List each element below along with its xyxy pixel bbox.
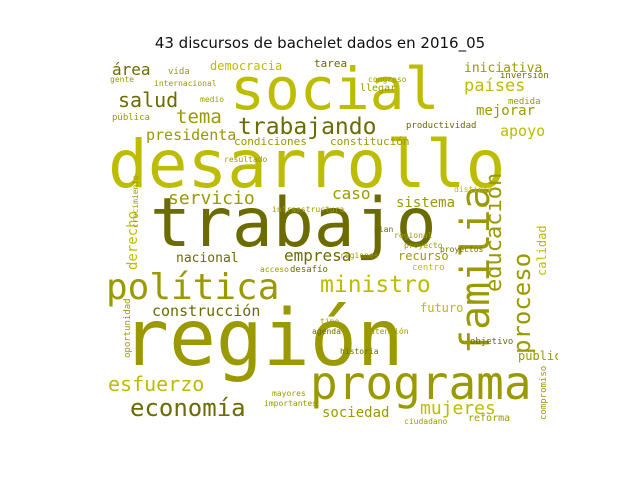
cloud-word: área (112, 60, 151, 79)
cloud-word: importantes (264, 399, 317, 408)
cloud-word: social (230, 56, 440, 123)
cloud-word: distinto (454, 185, 493, 194)
cloud-word: objetivo (470, 337, 514, 347)
cloud-word: constitución (330, 135, 410, 148)
cloud-word: pública (112, 113, 150, 123)
cloud-word: salud (118, 88, 179, 112)
cloud-word: ciudadano (404, 417, 448, 426)
cloud-word: atención (370, 327, 409, 336)
cloud-word: público (518, 349, 558, 363)
cloud-word: desarrollo (108, 126, 506, 203)
cloud-word: acceso (260, 265, 289, 274)
cloud-word: esfuerzo (108, 372, 205, 396)
cloud-word: compromiso (539, 365, 549, 420)
cloud-word: reforma (468, 413, 511, 424)
cloud-word: vida (168, 67, 190, 77)
cloud-word: crecimiento (131, 175, 140, 228)
cloud-word: desafío (290, 265, 328, 275)
cloud-word: mayores (272, 389, 306, 398)
cloud-word: gente (110, 75, 135, 84)
cloud-word: tema (176, 106, 222, 128)
cloud-word: internacional (154, 79, 217, 88)
cloud-word: empresa (284, 246, 352, 265)
cloud-word: centro (412, 263, 445, 273)
cloud-word: plan (374, 225, 394, 234)
cloud-word: servicio (168, 188, 255, 209)
cloud-word: infraestructura (272, 205, 345, 214)
cloud-word: regiones (340, 251, 379, 260)
cloud-word: mejorar (476, 103, 536, 119)
cloud-word: trabajando (238, 114, 377, 140)
cloud-word: iniciativa (464, 61, 543, 76)
cloud-word: medida (508, 97, 541, 107)
cloud-word: programa (310, 356, 532, 410)
cloud-word: futuro (420, 301, 464, 315)
cloud-word: construcción (152, 302, 261, 320)
chart-title: 43 discursos de bachelet dados en 2016_0… (154, 34, 486, 52)
cloud-word: congreso (368, 75, 407, 84)
cloud-word: mujeres (420, 398, 496, 419)
cloud-word: nacional (176, 251, 239, 266)
cloud-word: inversión (500, 71, 549, 81)
cloud-word: trabajo (150, 184, 437, 263)
cloud-word: medio (200, 95, 225, 104)
cloud-word: apoyo (500, 122, 546, 140)
cloud-word: proyecto (404, 241, 443, 250)
cloud-word: tipo (320, 317, 340, 326)
cloud-word: recurso (398, 249, 449, 263)
cloud-word: calidad (535, 225, 549, 276)
cloud-word: historia (340, 347, 379, 356)
cloud-word: democracia (210, 59, 283, 73)
cloud-word: presidenta (146, 126, 237, 144)
cloud-word: oportunidad (123, 298, 133, 358)
cloud-word: proceso (508, 252, 536, 354)
cloud-word: economía (130, 394, 246, 422)
cloud-word: condiciones (234, 135, 307, 148)
cloud-word: llegar (360, 83, 397, 94)
cloud-word: sociedad (322, 405, 390, 421)
cloud-word: proyectos (440, 245, 484, 254)
cloud-word: ministro (320, 272, 431, 298)
cloud-word: países (464, 76, 526, 96)
cloud-word: sistema (396, 195, 456, 211)
word-cloud: región desarrollo trabajo social program… (104, 56, 558, 426)
cloud-word: agenda (312, 327, 341, 336)
cloud-word: política (106, 267, 280, 308)
cloud-word: productividad (406, 121, 477, 131)
cloud-word: región (122, 294, 404, 384)
cloud-word: caso (332, 184, 371, 203)
cloud-word: regional (394, 231, 433, 240)
cloud-word: resultado (224, 155, 268, 164)
cloud-word: tarea (314, 57, 348, 70)
